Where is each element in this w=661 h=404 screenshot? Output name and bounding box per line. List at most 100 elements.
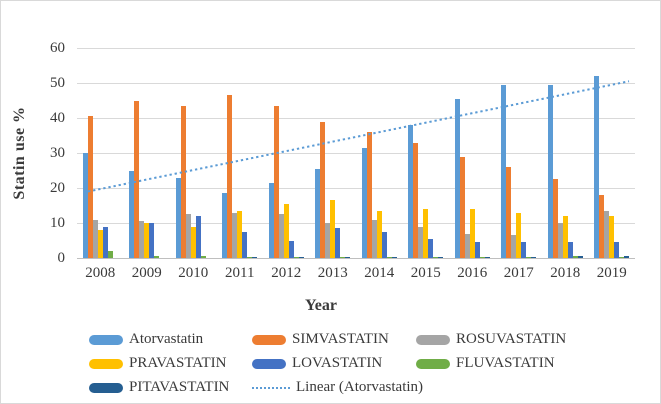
bar-simvastatin-2016: [459, 156, 465, 258]
bar-group-2011: [217, 48, 264, 258]
bar-simvastatin-2018: [552, 179, 558, 258]
legend-swatch-icon: [89, 358, 123, 369]
bar-lovastatin-2019: [614, 242, 620, 258]
bar-lovastatin-2012: [288, 240, 294, 258]
bar-pitavastatin-2018: [577, 256, 583, 258]
legend-label: FLUVASTATIN: [456, 355, 555, 371]
bar-rosuvastatin-2018: [557, 223, 563, 258]
bar-group-2019: [589, 48, 636, 258]
legend: Atorvastatin SIMVASTATIN ROSUVASTATIN PRAVA…: [89, 328, 589, 399]
bar-simvastatin-2009: [134, 100, 140, 258]
bar-group-2009: [124, 48, 171, 258]
bar-lovastatin-2011: [242, 231, 248, 258]
x-tick-2019: 2019: [596, 265, 627, 281]
bar-rosuvastatin-2008: [92, 219, 98, 258]
bar-lovastatin-2013: [335, 228, 341, 258]
bar-pravastatin-2014: [376, 210, 382, 258]
bar-group-2016: [449, 48, 496, 258]
bar-pitavastatin-2011: [252, 257, 258, 258]
legend-label: Atorvastatin: [129, 331, 204, 347]
bar-pravastatin-2015: [423, 209, 429, 258]
bar-atorvastatin-2012: [268, 182, 274, 258]
bar-rosuvastatin-2013: [325, 223, 331, 258]
bar-atorvastatin-2009: [129, 170, 135, 258]
y-tick-0: 0: [57, 250, 66, 266]
gridline-20: [77, 188, 635, 189]
bar-fluvastatin-2018: [572, 256, 578, 258]
bar-rosuvastatin-2012: [278, 214, 284, 258]
legend-item-fluvastatin: FLUVASTATIN: [416, 352, 589, 375]
plot-area: [77, 48, 635, 259]
bar-atorvastatin-2010: [175, 177, 181, 258]
bar-pitavastatin-2016: [484, 256, 490, 258]
bar-group-2008: [77, 48, 124, 258]
bar-lovastatin-2016: [474, 242, 480, 258]
x-tick-2016: 2016: [457, 265, 488, 281]
bar-group-2015: [403, 48, 450, 258]
bar-rosuvastatin-2009: [139, 221, 145, 258]
bar-pravastatin-2017: [516, 212, 522, 258]
bar-rosuvastatin-2015: [418, 226, 424, 258]
x-tick-2017: 2017: [503, 265, 534, 281]
bar-simvastatin-2011: [227, 95, 233, 258]
bar-simvastatin-2015: [413, 142, 419, 258]
bar-fluvastatin-2016: [479, 256, 485, 258]
y-tick-40: 40: [50, 110, 65, 126]
bar-atorvastatin-2018: [547, 84, 553, 258]
legend-swatch-icon: [252, 358, 286, 369]
legend-swatch-icon: [252, 334, 286, 345]
bar-rosuvastatin-2011: [232, 212, 238, 258]
bar-simvastatin-2017: [506, 167, 512, 258]
legend-swatch-icon: [89, 382, 123, 393]
bar-atorvastatin-2017: [501, 84, 507, 258]
bar-fluvastatin-2017: [526, 256, 532, 258]
gridline-60: [77, 48, 635, 49]
bar-pitavastatin-2013: [345, 256, 351, 258]
bar-fluvastatin-2010: [200, 256, 206, 258]
bar-lovastatin-2009: [149, 223, 155, 258]
bar-pravastatin-2019: [609, 216, 615, 258]
x-tick-2012: 2012: [271, 265, 302, 281]
gridline-30: [77, 153, 635, 154]
y-tick-60: 60: [50, 40, 65, 56]
bar-rosuvastatin-2017: [511, 235, 517, 258]
x-tick-2011: 2011: [225, 265, 255, 281]
bar-pravastatin-2010: [190, 226, 196, 258]
legend-label: PRAVASTATIN: [129, 355, 227, 371]
bar-simvastatin-2013: [320, 121, 326, 258]
bar-lovastatin-2014: [381, 231, 387, 258]
bar-group-2014: [356, 48, 403, 258]
bar-fluvastatin-2013: [340, 256, 346, 258]
x-tick-2008: 2008: [85, 265, 116, 281]
bar-rosuvastatin-2014: [371, 219, 377, 258]
bar-pravastatin-2011: [237, 210, 243, 258]
bar-lovastatin-2017: [521, 242, 527, 258]
gridlines: [77, 48, 635, 258]
bar-pitavastatin-2017: [531, 256, 537, 258]
bar-fluvastatin-2014: [386, 256, 392, 258]
x-tick-2010: 2010: [178, 265, 209, 281]
bar-pitavastatin-2012: [298, 257, 304, 258]
gridline-40: [77, 118, 635, 119]
bar-atorvastatin-2015: [408, 125, 414, 258]
legend-swatch-icon: [416, 358, 450, 369]
bar-lovastatin-2010: [195, 216, 201, 258]
x-tick-2014: 2014: [364, 265, 395, 281]
bar-lovastatin-2015: [428, 238, 434, 258]
legend-label: PITAVASTATIN: [129, 379, 230, 395]
legend-item-linear-atorvastatin: Linear (Atorvastatin): [252, 376, 423, 399]
bar-rosuvastatin-2016: [464, 233, 470, 258]
bar-lovastatin-2008: [102, 226, 108, 258]
x-tick-2013: 2013: [317, 265, 348, 281]
bar-fluvastatin-2012: [293, 256, 299, 258]
x-tick-2009: 2009: [131, 265, 162, 281]
bar-atorvastatin-2014: [361, 147, 367, 258]
bar-atorvastatin-2013: [315, 168, 321, 258]
bar-group-2013: [310, 48, 357, 258]
bar-fluvastatin-2015: [433, 256, 439, 258]
legend-item-atorvastatin: Atorvastatin: [89, 328, 252, 351]
bar-fluvastatin-2011: [247, 256, 253, 258]
bar-groups: [77, 48, 635, 258]
x-axis-tick-labels: 2008 2009 2010 2011 2012 2013 2014 2015 2016 2017…: [77, 264, 635, 282]
